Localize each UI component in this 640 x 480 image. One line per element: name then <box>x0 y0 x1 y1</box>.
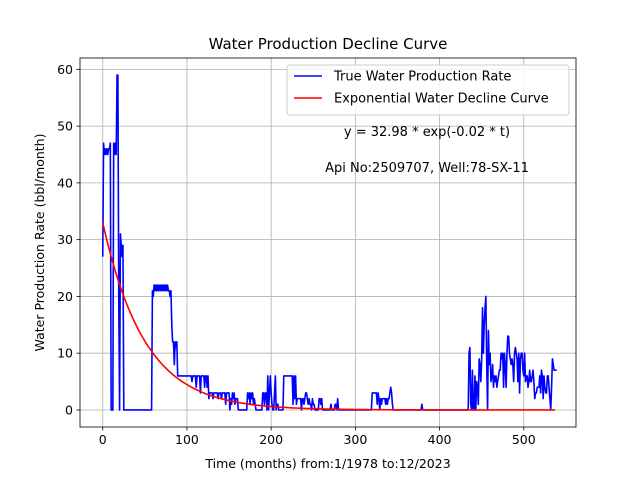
x-tick-label: 100 <box>175 432 199 447</box>
chart-title: Water Production Decline Curve <box>209 35 448 53</box>
axes-frame <box>79 57 577 428</box>
legend: True Water Production Rate Exponential W… <box>286 64 570 116</box>
axis-ticks: 0 100 200 300 400 500 0 10 20 30 40 50 60 <box>57 62 536 447</box>
y-tick-label: 40 <box>57 175 73 190</box>
y-tick-label: 30 <box>57 232 73 247</box>
legend-box <box>286 64 570 116</box>
legend-label-decline-curve: Exponential Water Decline Curve <box>334 92 549 107</box>
x-tick-label: 400 <box>428 432 452 447</box>
y-tick-label: 50 <box>57 119 73 134</box>
well-id-annotation: Api No:2509707, Well:78-SX-11 <box>325 161 529 176</box>
y-tick-label: 20 <box>57 289 73 304</box>
x-axis-label: Time (months) from:1/1978 to:12/2023 <box>204 456 450 471</box>
x-tick-label: 0 <box>99 432 107 447</box>
series-line-decline-curve <box>101 222 555 411</box>
x-tick-label: 500 <box>512 432 536 447</box>
x-tick-label: 200 <box>259 432 283 447</box>
y-tick-label: 10 <box>57 346 73 361</box>
series-line-true-rate <box>101 74 557 411</box>
legend-label-true-rate: True Water Production Rate <box>333 70 511 85</box>
x-tick-label: 300 <box>343 432 367 447</box>
grid-lines <box>80 58 576 427</box>
y-tick-label: 60 <box>57 62 73 77</box>
plot-area <box>101 74 557 411</box>
y-axis-label: Water Production Rate (bbl/month) <box>32 134 47 352</box>
y-tick-label: 0 <box>65 402 73 417</box>
equation-annotation: y = 32.98 * exp(-0.02 * t) <box>344 125 510 140</box>
